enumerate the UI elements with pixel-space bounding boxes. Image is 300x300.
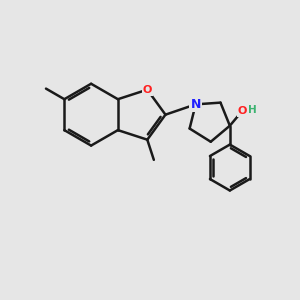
Text: O: O bbox=[238, 106, 247, 116]
Text: O: O bbox=[142, 85, 152, 95]
Text: N: N bbox=[190, 98, 201, 111]
Text: H: H bbox=[248, 105, 257, 115]
